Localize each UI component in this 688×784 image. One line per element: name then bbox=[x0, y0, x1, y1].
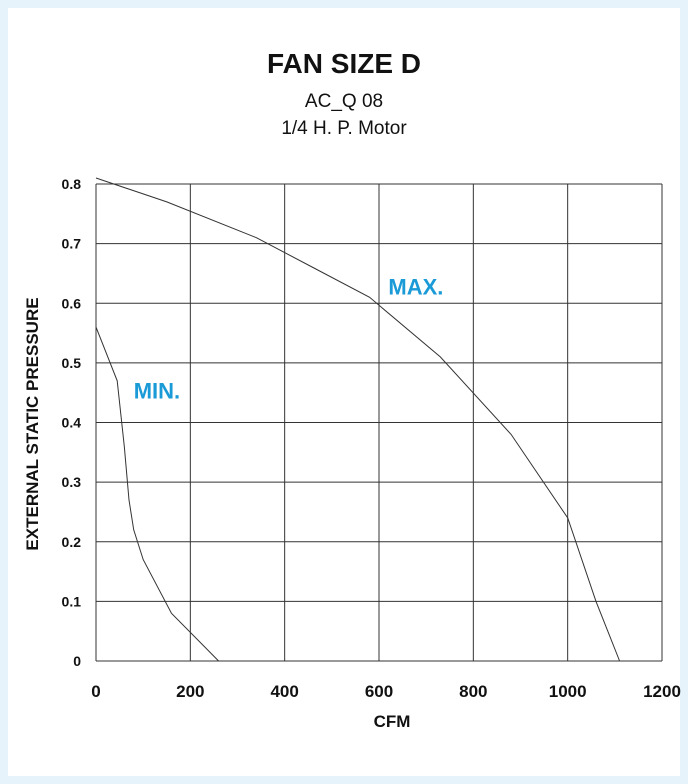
x-tick-label: 400 bbox=[270, 682, 298, 701]
curve-max bbox=[95, 177, 621, 662]
x-tick-label: 800 bbox=[459, 682, 487, 701]
x-tick-label: 600 bbox=[365, 682, 393, 701]
y-tick-label: 0.2 bbox=[62, 534, 82, 550]
y-axis-label: EXTERNAL STATIC PRESSURE bbox=[23, 297, 42, 550]
curves bbox=[95, 177, 621, 662]
series-label-max: MAX. bbox=[388, 274, 443, 299]
chart-subtitle-model: AC_Q 08 bbox=[304, 91, 384, 112]
y-tick-label: 0.4 bbox=[62, 415, 82, 431]
y-tick-label: 0.3 bbox=[62, 474, 82, 490]
series-labels: MAX. MIN. bbox=[134, 274, 444, 403]
y-tick-label: 0.7 bbox=[62, 236, 82, 252]
grid bbox=[95, 183, 663, 662]
x-tick-label: 0 bbox=[91, 682, 100, 701]
x-axis-label: CFM bbox=[374, 712, 411, 731]
chart-title: FAN SIZE D bbox=[266, 48, 421, 79]
y-tick-label: 0 bbox=[73, 653, 81, 669]
chart-subtitle-motor: 1/4 H. P. Motor bbox=[281, 118, 407, 139]
y-tick-label: 0.6 bbox=[62, 295, 82, 311]
tick-labels: 0 200 400 600 800 1000 1200 0 0.1 0.2 0.3 0.4 0.5 0.6… bbox=[62, 176, 681, 701]
y-tick-label: 0.8 bbox=[62, 176, 82, 192]
y-tick-label: 0.5 bbox=[62, 355, 82, 371]
curve-min bbox=[95, 326, 219, 662]
x-tick-label: 200 bbox=[176, 682, 204, 701]
y-tick-label: 0.1 bbox=[62, 593, 82, 609]
x-tick-label: 1200 bbox=[643, 682, 681, 701]
series-label-min: MIN. bbox=[134, 379, 180, 404]
x-tick-label: 1000 bbox=[549, 682, 587, 701]
